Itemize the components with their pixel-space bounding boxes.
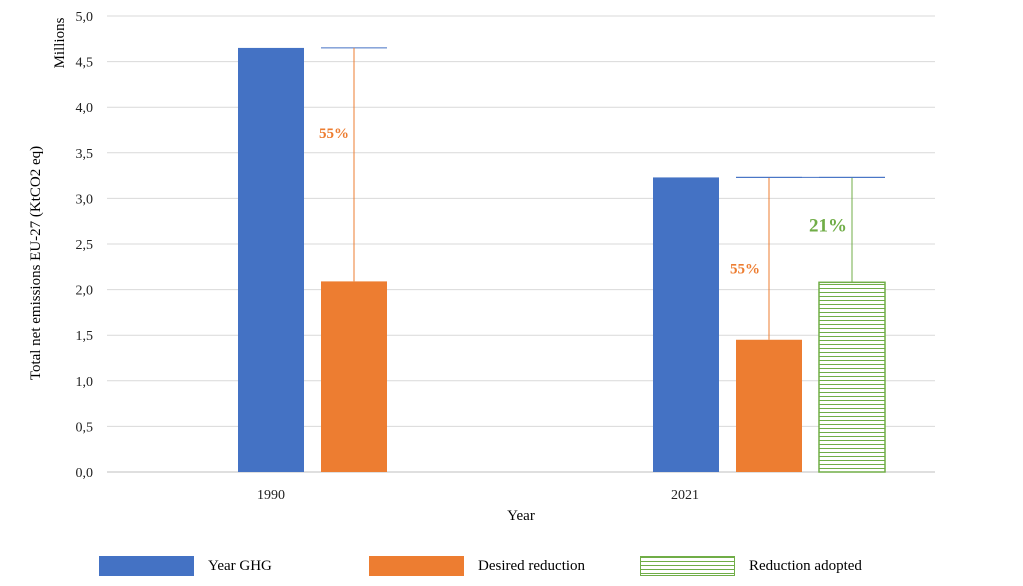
legend-swatch-year-ghg — [99, 556, 194, 576]
y-tick-label: 2,5 — [76, 238, 94, 253]
legend-label: Desired reduction — [478, 557, 586, 574]
legend-item-reduction-adopted: Reduction adopted — [640, 555, 862, 577]
y-tick-label: 0,5 — [76, 420, 94, 435]
y-tick-label: 2,0 — [76, 284, 94, 299]
y-tick-label: 5,0 — [76, 10, 94, 25]
legend-swatch-reduction-adopted — [640, 556, 735, 576]
y-unit-label: Millions — [52, 17, 68, 68]
bar-2021-reduction-adopted — [818, 281, 886, 473]
reduction-percent-label: 55% — [319, 126, 349, 142]
reduction-percent-label: 21% — [809, 215, 847, 236]
y-tick-label: 3,0 — [76, 192, 94, 207]
x-tick-label: 2021 — [671, 488, 699, 503]
bar-2021-year-ghg — [653, 177, 719, 472]
y-tick-label: 3,5 — [76, 147, 94, 162]
legend-label: Year GHG — [208, 557, 272, 574]
reduction-percent-label: 55% — [730, 261, 760, 277]
y-tick-label: 1,0 — [76, 375, 94, 390]
y-tick-label: 4,0 — [76, 101, 94, 116]
bar-2021-desired-reduction — [736, 339, 802, 472]
y-axis-ticks: 0,0 0,5 1,0 1,5 2,0 2,5 3,0 3,5 4,0 4,5 5,0 — [76, 10, 94, 481]
x-axis-title: Year — [507, 508, 535, 524]
bar-1990-desired-reduction — [321, 281, 387, 472]
bar-1990-year-ghg — [238, 47, 304, 473]
bars — [238, 47, 886, 473]
legend-label: Reduction adopted — [749, 557, 862, 574]
legend-swatch-desired-reduction — [369, 556, 464, 576]
y-axis-title: Total net emissions EU-27 (KtCO2 eq) — [28, 146, 44, 380]
x-axis-ticks: 1990 2021 — [257, 488, 699, 503]
gridlines — [107, 15, 935, 473]
x-tick-label: 1990 — [257, 488, 285, 503]
reduction-annotations: 55% 55% 21% — [319, 47, 885, 340]
y-tick-label: 0,0 — [76, 466, 94, 481]
legend-item-year-ghg: Year GHG — [99, 555, 272, 577]
y-tick-label: 4,5 — [76, 56, 94, 71]
legend-item-desired-reduction: Desired reduction — [369, 555, 585, 577]
y-tick-label: 1,5 — [76, 329, 94, 344]
